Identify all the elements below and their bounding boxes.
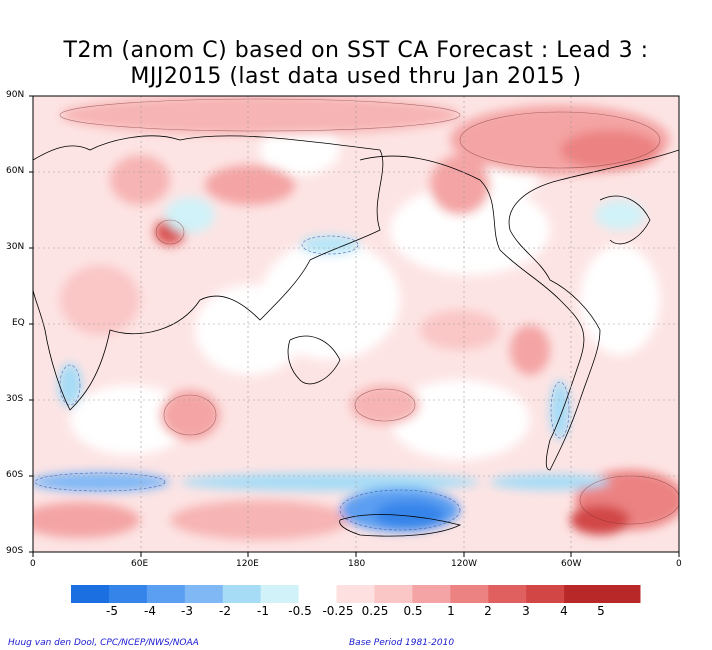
colorbar-label: 4 (560, 604, 568, 618)
colorbar-label: 3 (522, 604, 530, 618)
colorbar-swatch (374, 585, 413, 603)
colorbar-label: -1 (257, 604, 269, 618)
lon-label-0-right: 0 (676, 559, 682, 569)
colorbar-swatch (602, 585, 641, 603)
colorbar-swatch (146, 585, 186, 603)
colorbar-label: -2 (219, 604, 231, 618)
colorbar-swatch (184, 585, 224, 603)
map-title-line-2: MJJ2015 (last data used thru Jan 2015 ) (130, 64, 582, 89)
base-period: Base Period 1981-2010 (349, 638, 455, 648)
lat-label-eq: EQ (12, 318, 25, 328)
colorbar-swatch (108, 585, 148, 603)
colorbar-label: -4 (144, 604, 156, 618)
lon-label-180: 180 (348, 559, 366, 569)
colorbar (71, 585, 641, 603)
lat-label-60s: 60S (6, 470, 24, 480)
colorbar-label: 0.25 (361, 604, 389, 618)
lat-label-60n: 60N (6, 166, 25, 176)
lon-label-60e: 60E (131, 559, 149, 569)
colorbar-swatch (526, 585, 565, 603)
colorbar-label: 5 (597, 604, 605, 618)
map-title-line-1: T2m (anom C) based on SST CA Forecast : … (63, 38, 649, 63)
lat-label-90n: 90N (6, 90, 25, 100)
coastlines (33, 135, 679, 537)
lon-label-120w: 120W (451, 559, 478, 569)
colorbar-swatch (412, 585, 451, 603)
lon-label-0-left: 0 (30, 559, 36, 569)
lon-label-120e: 120E (236, 559, 259, 569)
colorbar-label: -3 (181, 604, 193, 618)
colorbar-swatch (71, 585, 110, 603)
colorbar-swatch (298, 585, 338, 603)
colorbar-label: 2 (484, 604, 492, 618)
colorbar-label: -0.25 (322, 604, 354, 618)
lat-label-30s: 30S (6, 394, 24, 404)
colorbar-swatch (222, 585, 262, 603)
graticule (33, 96, 679, 552)
colorbar-label: 1 (447, 604, 455, 618)
anomaly-field (33, 96, 679, 552)
colorbar-swatch (488, 585, 527, 603)
lat-label-30n: 30N (6, 242, 25, 252)
colorbar-swatch (260, 585, 300, 603)
author-credit: Huug van den Dool, CPC/NCEP/NWS/NOAA (8, 638, 199, 648)
colorbar-label: -5 (106, 604, 118, 618)
axis-ticks (29, 95, 680, 557)
lat-label-90s: 90S (6, 546, 24, 556)
colorbar-label: 0.5 (403, 604, 423, 618)
colorbar-swatch (450, 585, 489, 603)
colorbar-swatch (336, 585, 375, 603)
lon-label-60w: 60W (561, 559, 582, 569)
colorbar-label: -0.5 (288, 604, 312, 618)
colorbar-swatch (564, 585, 603, 603)
